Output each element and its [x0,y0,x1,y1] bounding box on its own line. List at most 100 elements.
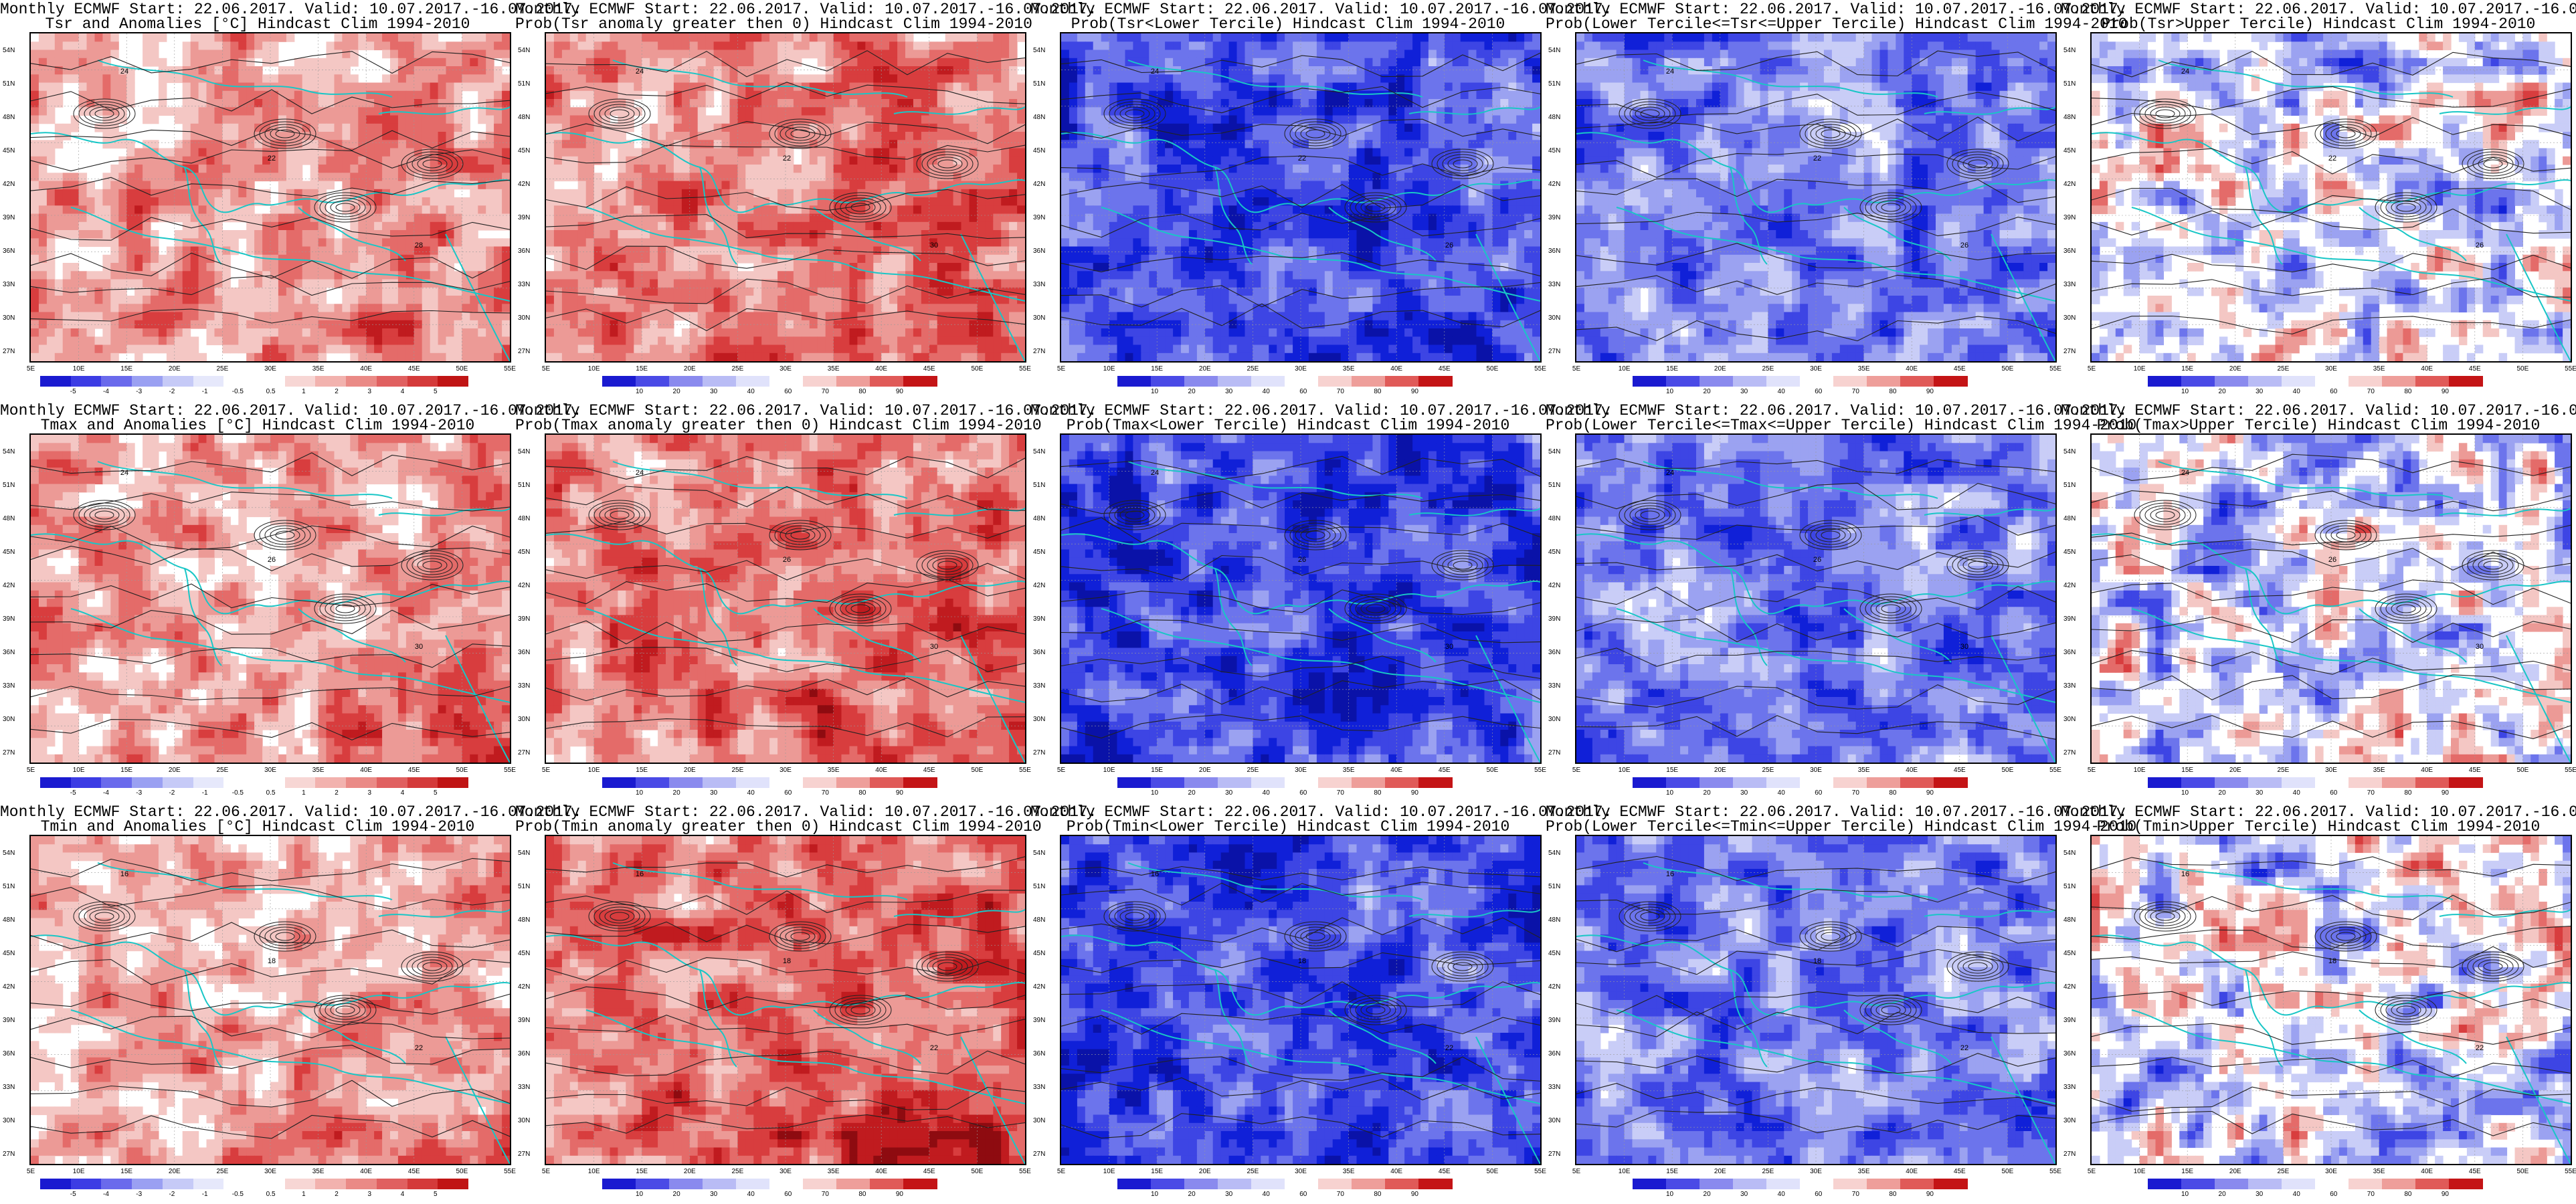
colorbar-segment [1151,777,1185,788]
colorbar-segment [438,376,469,387]
contour-label: 16 [1151,870,1159,878]
colorbar [2148,1179,2483,1189]
colorbar-tick-label: 40 [1263,789,1270,797]
lat-tick-label: 51N [1548,883,1560,890]
colorbar-tick-label: 70 [1852,789,1859,797]
contour-label: 22 [1813,155,1821,163]
lat-tick-label: 51N [3,482,15,489]
colorbar-segment [1833,376,1867,387]
colorbar-segment [254,777,286,788]
lon-tick-label: 25E [2277,1168,2289,1175]
contour-label: 18 [1813,957,1821,965]
colorbar-segment [2215,376,2249,387]
contour-label: 30 [415,643,423,651]
colorbar-tick-label: -2 [169,388,175,395]
lon-tick-label: 35E [1343,767,1355,774]
lat-tick-label: 54N [3,849,15,857]
lon-tick-label: 20E [684,365,696,373]
lon-tick-label: 25E [2277,767,2289,774]
lon-tick-label: 5E [542,767,550,774]
lat-tick-label: 45N [2063,950,2076,957]
colorbar-tick-label: 70 [822,789,829,797]
colorbar-tick-label: 40 [1263,1191,1270,1198]
lat-tick-label: 42N [3,983,15,991]
lon-tick-label: 40E [2421,767,2433,774]
colorbar-tick-label: -4 [103,1191,109,1198]
lat-tick-label: 27N [518,1150,530,1158]
colorbar-tick-label: 30 [1740,1191,1748,1198]
colorbar-segment [1385,777,1419,788]
lat-tick-label: 36N [1033,247,1045,255]
lon-tick-label: 5E [2088,1168,2096,1175]
lat-tick-label: 30N [1548,716,1560,723]
lat-tick-label: 45N [3,950,15,957]
lat-tick-label: 51N [1033,482,1045,489]
colorbar-tick-label: -4 [103,388,109,395]
colorbar-segment [870,376,904,387]
colorbar-segment [2382,777,2416,788]
lon-tick-label: 40E [875,767,887,774]
lon-tick-label: 5E [1057,1168,1065,1175]
shaded-field: 24 26 30 [546,435,1025,763]
colorbar-segment [2449,777,2483,788]
colorbar-tick-label: 10 [1666,388,1673,395]
contour-label: 16 [120,870,128,878]
colorbar-segment [2449,1179,2483,1189]
lat-tick-label: 48N [1033,916,1045,924]
lon-tick-label: 55E [1019,767,1031,774]
lat-tick-label: 36N [1033,1050,1045,1058]
colorbar-segment [1867,777,1901,788]
colorbar-tick-label: 30 [1225,388,1232,395]
contour-label: 24 [2181,469,2189,477]
lat-tick-label: 54N [1548,849,1560,857]
colorbar-segment [803,777,837,788]
lon-tick-label: 15E [1151,767,1163,774]
contour-label: 26 [268,556,276,564]
colorbar-tick-label: -2 [169,789,175,797]
lat-tick-label: 42N [1033,582,1045,589]
lon-tick-label: 45E [1954,1168,1966,1175]
lat-tick-label: 54N [1033,849,1045,857]
colorbar-tick-label: 40 [747,789,755,797]
lon-tick-label: 20E [169,767,181,774]
colorbar-tick-label: 0.5 [266,789,276,797]
colorbar-segment [636,376,670,387]
colorbar-tick-label: 90 [1926,789,1934,797]
lon-tick-label: 15E [636,365,648,373]
contour-label: 16 [636,870,644,878]
lon-tick-label: 40E [2421,1168,2433,1175]
lon-tick-label: 5E [27,1168,35,1175]
lon-tick-label: 55E [504,365,516,373]
lat-tick-label: 33N [518,682,530,690]
lon-tick-label: 35E [1343,1168,1355,1175]
colorbar-segment [1218,777,1252,788]
lat-tick-label: 48N [3,114,15,121]
panel-title-line2: Prob(Tmax anomaly greater then 0) Hindca… [515,417,1042,433]
contour-label: 22 [1445,1044,1453,1052]
colorbar [1117,1179,1453,1189]
colorbar-tick-label: -1 [202,789,208,797]
lon-tick-label: 15E [1151,365,1163,373]
colorbar-segment [407,1179,438,1189]
lon-tick-label: 35E [312,1168,325,1175]
lon-tick-label: 45E [2469,767,2481,774]
colorbar-segment [162,376,194,387]
colorbar-segment [836,1179,870,1189]
shaded-field: 24 22 30 [546,33,1025,361]
colorbar-tick-label: 40 [1778,789,1785,797]
lat-tick-label: 39N [1033,615,1045,623]
map-panel-tmax-pos: Monthly ECMWF Start: 22.06.2017. Valid: … [515,401,1097,803]
lon-tick-label: 55E [1534,1168,1546,1175]
colorbar-segment [2215,1179,2249,1189]
lon-tick-label: 55E [2049,1168,2061,1175]
lat-tick-label: 54N [1548,448,1560,456]
map-area: 16 18 22 [1575,835,2057,1165]
lon-tick-label: 45E [923,767,935,774]
lat-tick-label: 45N [1548,950,1560,957]
lat-tick-label: 42N [518,181,530,188]
lon-tick-label: 35E [1858,365,1870,373]
colorbar-tick-label: 80 [2404,388,2411,395]
lat-tick-label: 45N [1033,950,1045,957]
colorbar-tick-label: 20 [1704,789,1711,797]
lat-tick-label: 36N [1033,649,1045,656]
